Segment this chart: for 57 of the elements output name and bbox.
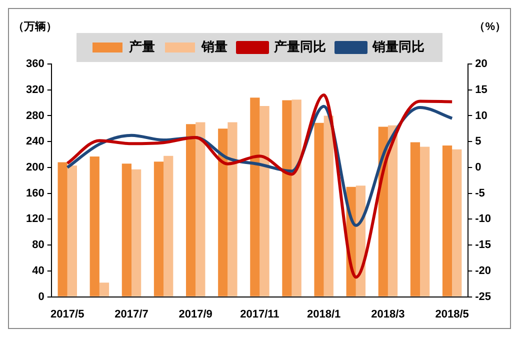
bar — [314, 122, 324, 296]
y-tick-label: 320 — [26, 84, 44, 96]
bar — [196, 122, 206, 296]
y-tick-label: 360 — [26, 58, 44, 70]
bar — [250, 98, 260, 296]
bar — [99, 282, 110, 296]
legend-label: 销量同比 — [372, 39, 424, 54]
legend-label: 产量同比 — [273, 39, 326, 54]
bar — [218, 128, 228, 296]
bar — [442, 145, 452, 296]
bar — [292, 100, 302, 296]
y2-tick-label: 15 — [475, 84, 488, 96]
y2-tick-label: 20 — [475, 58, 488, 70]
bar — [131, 169, 142, 296]
bar — [58, 162, 68, 296]
y2-tick-label: -10 — [475, 213, 492, 226]
bar — [282, 100, 292, 296]
x-tick-label: 2018/1 — [307, 308, 341, 320]
y-tick-label: 200 — [26, 162, 44, 174]
y-tick-label: 240 — [26, 136, 44, 148]
y-tick-label: 120 — [26, 213, 44, 226]
legend-label: 销量 — [200, 39, 228, 54]
x-tick-label: 2018/3 — [371, 308, 405, 320]
bar — [90, 156, 100, 296]
bar — [388, 125, 398, 296]
y2-tick-label: 5 — [475, 136, 482, 148]
bar — [452, 149, 462, 296]
y2-tick-label: -5 — [475, 187, 485, 200]
y-tick-label: 280 — [26, 110, 44, 122]
y2-tick-label: -20 — [475, 264, 492, 277]
bar — [154, 162, 164, 296]
y2-tick-label: -25 — [475, 290, 492, 303]
line-series — [66, 94, 454, 279]
y-tick-label: 160 — [26, 187, 44, 200]
bar — [420, 146, 430, 296]
bar — [228, 122, 238, 296]
y-tick-label: 80 — [32, 239, 44, 252]
bar — [164, 156, 174, 296]
x-tick-label: 2017/11 — [240, 308, 280, 320]
bar — [67, 166, 77, 296]
y-tick-label: 40 — [32, 264, 44, 277]
x-tick-label: 2017/7 — [114, 308, 148, 320]
bar — [260, 106, 270, 296]
bar — [410, 142, 420, 296]
y2-tick-label: -15 — [475, 239, 492, 252]
legend-label: 产量 — [128, 39, 155, 54]
bar — [122, 164, 132, 296]
bar — [186, 124, 196, 296]
y2-tick-label: 10 — [475, 110, 488, 122]
x-tick-label: 2017/9 — [178, 308, 212, 320]
x-tick-label: 2017/5 — [50, 308, 84, 320]
y2-tick-label: 0 — [475, 162, 482, 174]
y-tick-label: 0 — [38, 290, 44, 303]
bar — [324, 116, 334, 296]
x-tick-label: 2018/5 — [435, 308, 469, 320]
y-axis-title: （万辆） — [13, 20, 57, 34]
y2-axis-title: （%） — [474, 21, 506, 34]
